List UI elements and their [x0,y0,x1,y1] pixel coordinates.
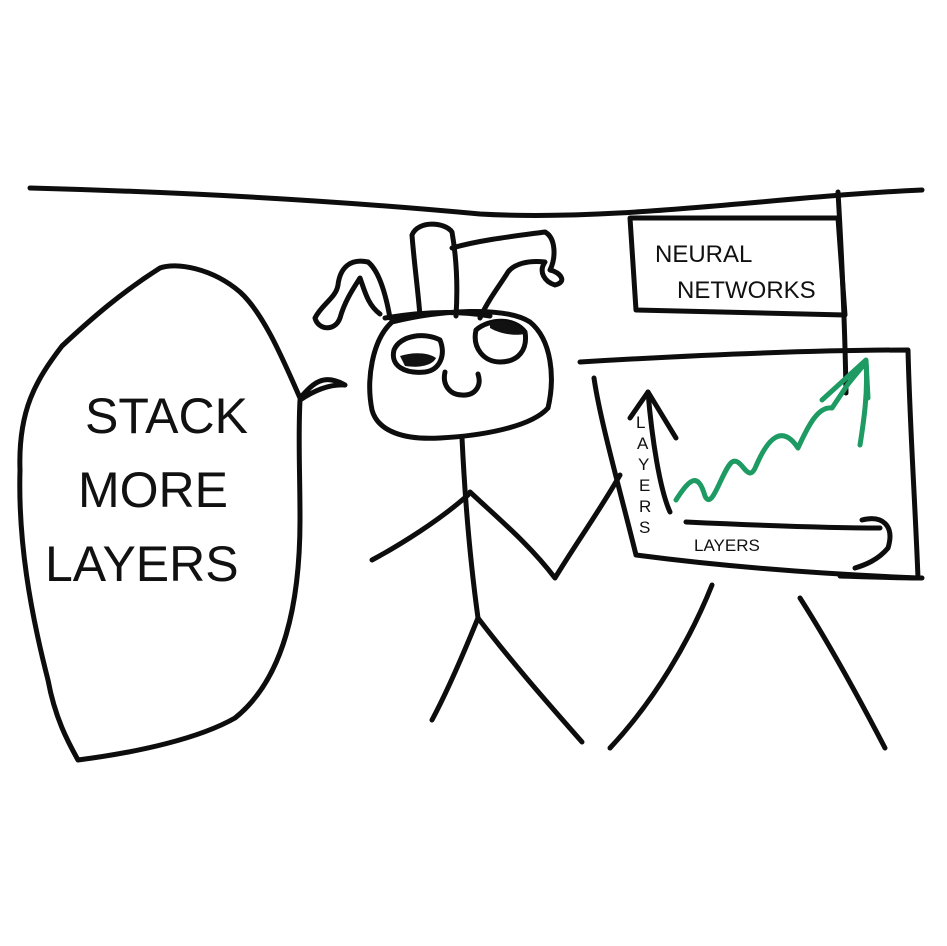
sign-line-1: NEURAL [655,241,752,268]
stick-figure [312,221,623,745]
y-label-letter: Y [638,455,649,474]
board-bottom-edge [837,573,925,581]
easel-right-leg [797,595,888,751]
y-axis [645,389,673,515]
mouth [441,369,482,398]
easel-left-leg [607,582,715,751]
y-label-letter: E [639,476,650,495]
y-axis-arrowhead [627,389,679,441]
speech-line-2: MORE [78,462,228,518]
x-axis-arrowhead [852,516,893,571]
torso [459,435,481,621]
board-frame [577,347,921,581]
y-label-letter: A [637,434,649,453]
x-axis-label: LAYERS [694,536,760,555]
jester-hat-center [409,221,460,319]
sign-line-2: NETWORKS [677,277,816,304]
trend-arrowhead [819,357,871,403]
speech-bubble: STACK MORE LAYERS [17,263,348,763]
speech-bubble-outline [17,263,348,763]
y-label-letter: L [636,413,645,432]
jester-hat-right-horn [449,229,565,321]
y-axis-label: L A Y E R S [636,413,651,537]
head-outline [367,308,554,441]
y-label-letter: R [639,497,651,516]
wall-line [27,185,925,219]
left-arm [369,492,471,563]
right-eye [472,318,529,365]
jester-hat-left-horn [312,258,393,331]
sign-frame [627,215,848,318]
speech-line-1: STACK [85,388,248,444]
easel-board: L A Y E R S LAYERS [577,347,925,751]
right-arm [467,472,623,581]
left-leg [429,615,481,723]
speech-line-3: LAYERS [45,536,239,592]
left-eye [390,333,445,375]
right-leg [475,615,585,745]
y-label-letter: S [639,518,650,537]
x-axis [683,519,883,531]
neural-networks-sign: NEURAL NETWORKS [627,215,848,318]
